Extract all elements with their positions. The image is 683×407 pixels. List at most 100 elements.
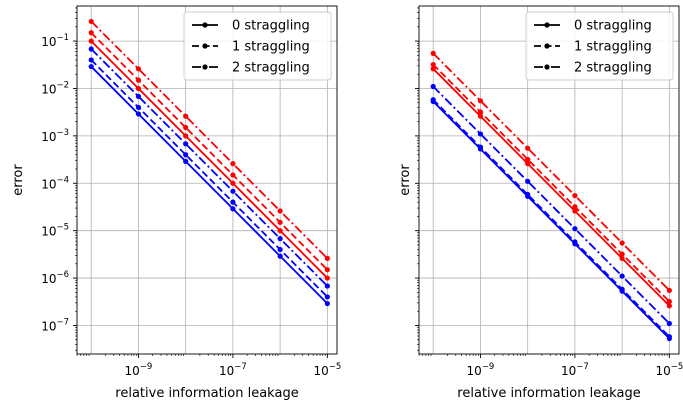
x-axis-label: relative information leakage — [457, 386, 640, 401]
data-point — [230, 161, 236, 167]
data-point — [525, 191, 531, 198]
data-point — [135, 66, 142, 72]
chart-panel-2: 10−9 10−7 10−5 relative information leakage… — [398, 5, 683, 401]
data-point — [230, 199, 236, 205]
data-point — [183, 158, 189, 164]
minor-ticks — [417, 7, 668, 356]
data-point — [88, 63, 94, 70]
data-point — [183, 113, 189, 119]
series-4 — [430, 66, 672, 309]
data-point — [135, 77, 142, 83]
legend-label: 0 straggling — [574, 19, 652, 34]
data-point — [277, 253, 283, 259]
legend-swatch-marker — [202, 43, 208, 49]
series-line — [90, 65, 328, 305]
y-tick-label: 10−1 — [41, 33, 69, 49]
data-point — [525, 161, 531, 167]
y-tick-label: 10−2 — [41, 80, 69, 96]
data-point — [88, 57, 94, 63]
x-tick-label: 10−9 — [467, 362, 495, 378]
data-point — [183, 141, 189, 147]
y-tick-label: 10−5 — [41, 223, 69, 239]
series-line — [432, 85, 670, 325]
series-line — [432, 68, 670, 307]
legend-swatch-marker — [544, 64, 550, 70]
series-2 — [88, 57, 330, 300]
data-point — [324, 300, 330, 307]
data-point — [88, 30, 94, 36]
series-line — [90, 20, 328, 260]
x-tick-label: 10−5 — [313, 362, 341, 378]
legend-label: 1 straggling — [574, 40, 652, 55]
data-point — [324, 255, 330, 262]
legend-label: 2 straggling — [574, 61, 652, 76]
data-point — [666, 334, 672, 340]
data-point — [619, 286, 625, 292]
y-tick-label: 10−3 — [41, 128, 69, 144]
data-point — [572, 208, 578, 214]
x-tick-label: 10−5 — [655, 362, 683, 378]
data-point — [135, 85, 142, 92]
series-line — [432, 52, 670, 292]
data-point — [525, 145, 531, 151]
series-4 — [88, 38, 330, 281]
data-point — [572, 204, 578, 210]
legend-swatch-marker — [544, 43, 550, 49]
data-point — [666, 303, 672, 309]
data-point — [619, 273, 625, 279]
legend-swatch-marker — [202, 22, 208, 28]
x-tick-label: 10−7 — [561, 362, 589, 378]
data-point — [477, 98, 484, 104]
data-point — [324, 275, 330, 281]
series-5 — [88, 30, 330, 273]
data-point — [525, 178, 531, 184]
data-point — [135, 93, 142, 100]
data-point — [324, 283, 330, 289]
data-point — [88, 18, 94, 25]
data-point — [572, 226, 578, 232]
legend-box — [525, 11, 674, 81]
series-line — [432, 100, 670, 340]
data-point — [666, 298, 672, 305]
data-point — [324, 267, 330, 273]
data-point — [183, 133, 189, 139]
series-1 — [88, 63, 330, 307]
series-line — [90, 48, 328, 287]
data-point — [477, 144, 484, 150]
series-1 — [430, 98, 672, 342]
legend-swatch-marker — [202, 64, 208, 70]
data-point — [277, 236, 283, 242]
data-point — [619, 255, 625, 262]
data-point — [666, 320, 672, 327]
data-point — [477, 113, 484, 119]
data-point — [135, 111, 142, 117]
y-tick-label: 10−7 — [41, 317, 69, 333]
data-point — [666, 287, 672, 293]
plot-frame — [418, 5, 680, 355]
plot-frame — [76, 5, 338, 355]
data-point — [135, 104, 142, 110]
data-point — [430, 66, 436, 72]
legend-label: 1 straggling — [232, 40, 310, 55]
data-point — [183, 152, 189, 158]
legend: 0 straggling 1 straggling 2 straggling — [525, 11, 674, 81]
series-6 — [430, 50, 672, 293]
data-point — [430, 50, 436, 56]
data-point — [230, 180, 236, 186]
data-point — [230, 206, 236, 212]
x-tick-label: 10−9 — [125, 362, 153, 378]
data-point — [277, 246, 283, 253]
series-line — [90, 32, 328, 271]
data-point — [277, 228, 283, 234]
x-axis-label: relative information leakage — [115, 386, 298, 401]
data-point — [572, 239, 578, 245]
y-tick-label: 10−6 — [41, 270, 69, 286]
data-point — [525, 156, 531, 162]
data-point — [572, 192, 578, 199]
data-point — [477, 131, 484, 137]
data-point — [183, 124, 189, 131]
data-point — [430, 61, 436, 68]
data-point — [430, 97, 436, 103]
data-point — [230, 188, 236, 194]
series-3 — [430, 83, 672, 327]
